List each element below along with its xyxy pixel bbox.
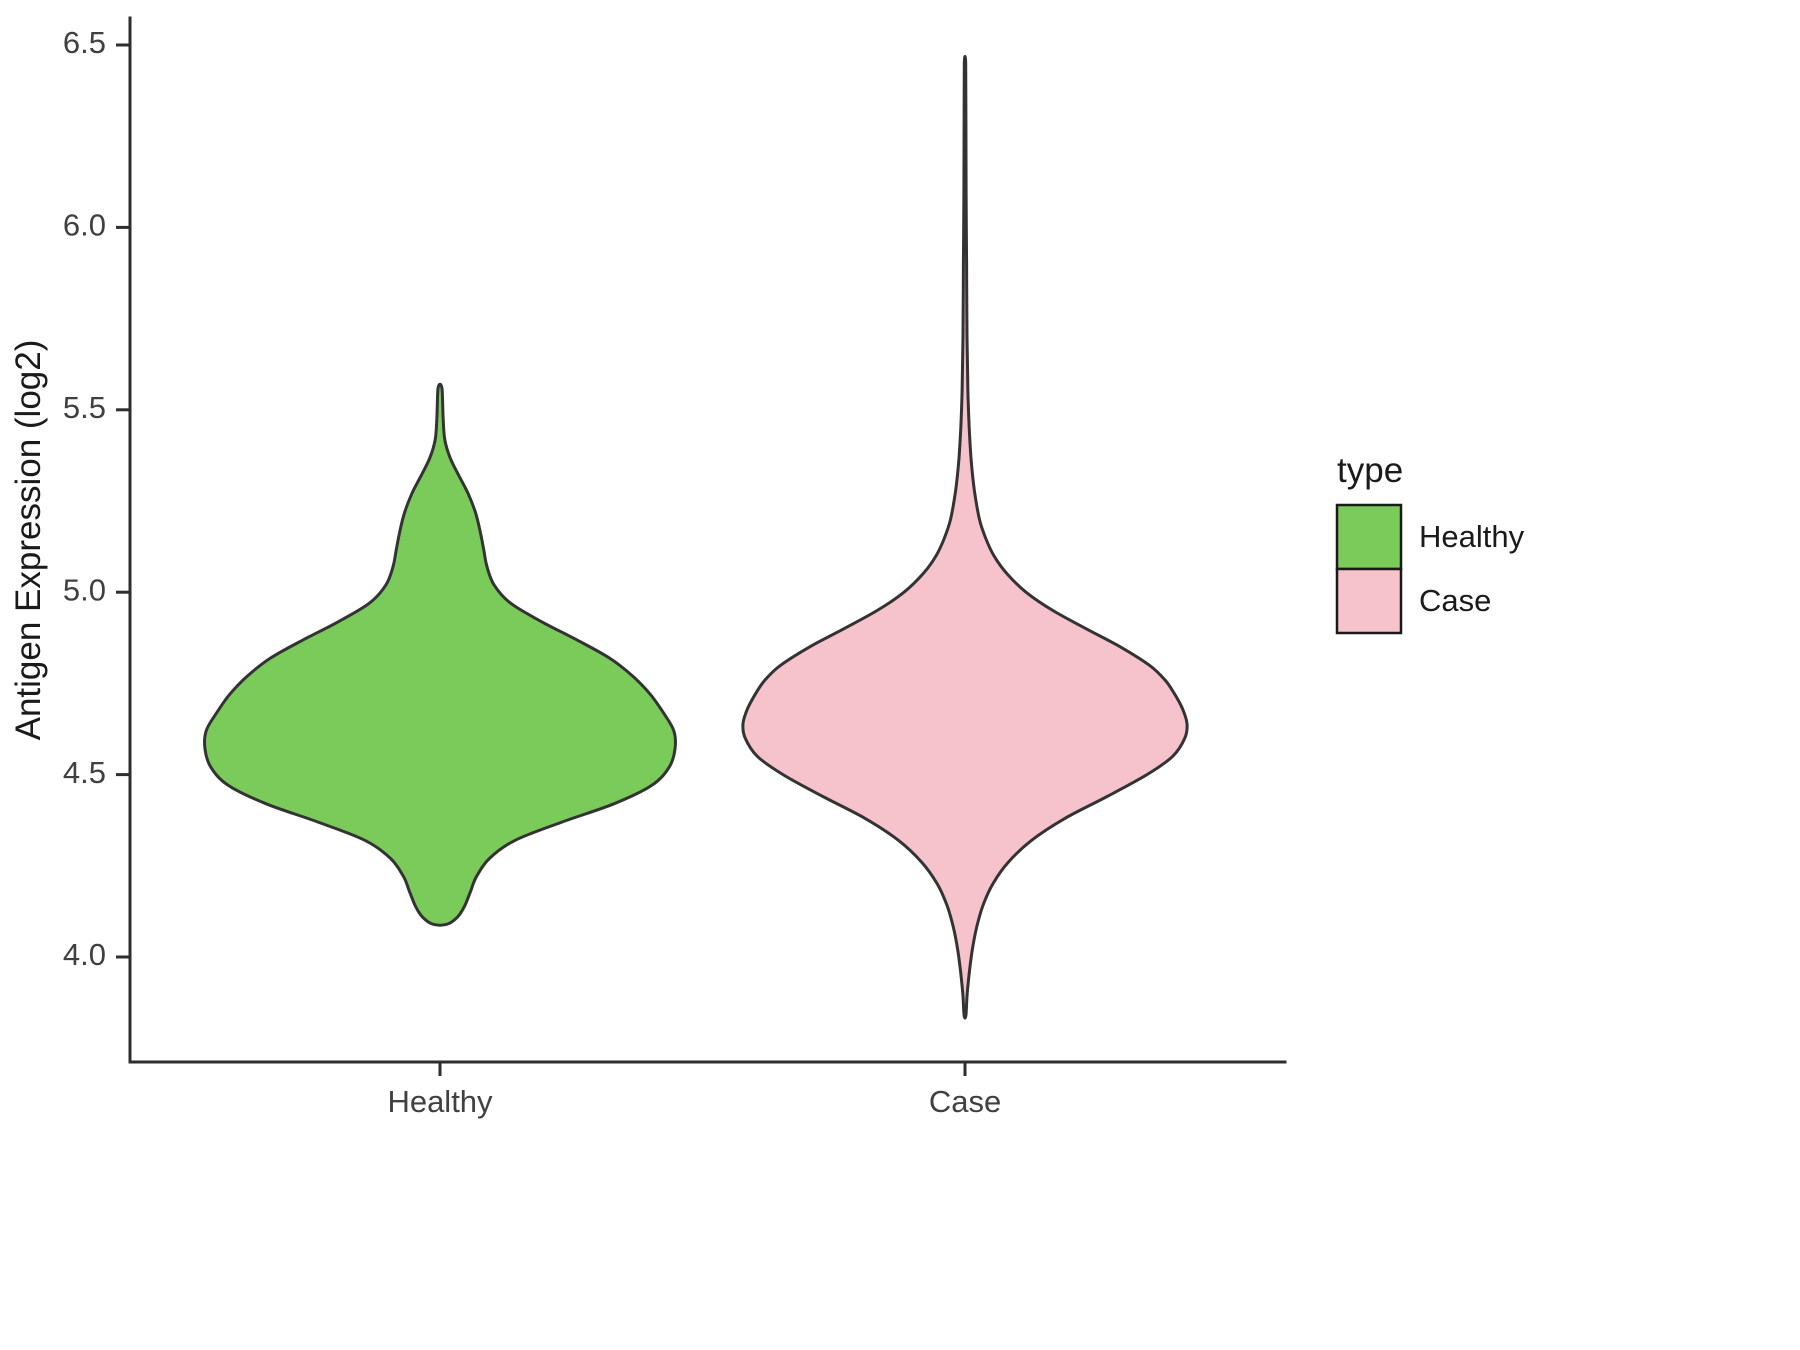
violin-healthy (203, 382, 677, 927)
violin-layer (203, 54, 1189, 1020)
legend-label-case: Case (1419, 583, 1491, 618)
x-category-label-healthy: Healthy (387, 1084, 493, 1119)
y-tick-label: 4.0 (63, 937, 106, 972)
y-tick-label: 6.5 (63, 25, 106, 60)
y-tick-label: 5.0 (63, 572, 106, 607)
legend-swatch-case (1335, 567, 1403, 635)
legend-swatch-healthy (1335, 503, 1403, 571)
y-tick-label: 5.5 (63, 390, 106, 425)
legend: type Healthy Case (1335, 451, 1525, 635)
legend-title: type (1337, 451, 1403, 490)
violin-case (741, 54, 1189, 1020)
legend-label-healthy: Healthy (1419, 519, 1525, 554)
x-category-label-case: Case (929, 1084, 1001, 1119)
y-tick-label: 6.0 (63, 208, 106, 243)
y-axis-title: Antigen Expression (log2) (9, 340, 48, 741)
y-tick-label: 4.5 (63, 755, 106, 790)
